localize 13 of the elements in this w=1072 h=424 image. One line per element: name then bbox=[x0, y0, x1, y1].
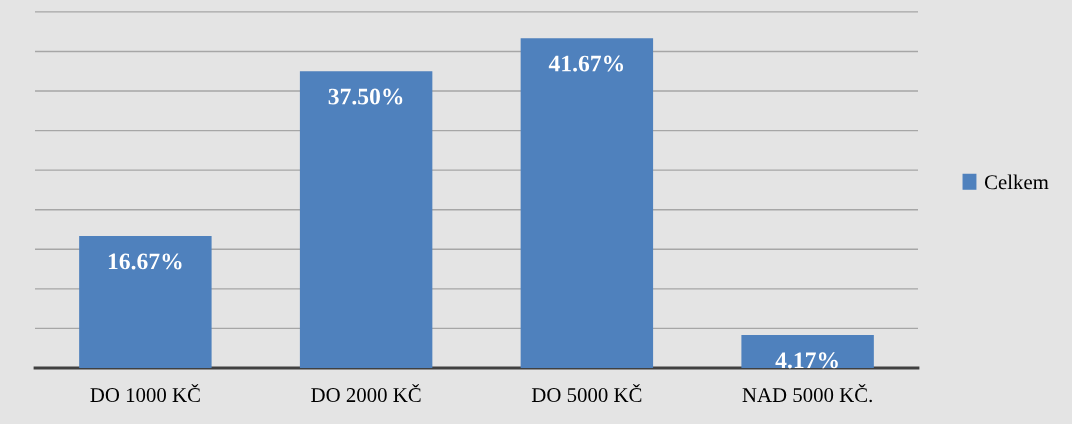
x-tick-label: DO 2000 KČ bbox=[311, 384, 421, 403]
bar bbox=[79, 236, 212, 368]
bar bbox=[520, 38, 654, 368]
legend-label: Celkem bbox=[984, 174, 1049, 190]
x-tick-label: NAD 5000 KČ. bbox=[742, 384, 872, 403]
data-label: 16.67% bbox=[108, 253, 182, 270]
bar bbox=[299, 71, 433, 368]
x-tick-label: DO 1000 KČ bbox=[90, 384, 200, 403]
data-label: 4.17% bbox=[775, 352, 838, 369]
bar bbox=[741, 335, 874, 368]
data-label: 37.50% bbox=[328, 88, 403, 105]
x-tick-label: DO 5000 KČ bbox=[531, 384, 642, 403]
data-label: 41.67% bbox=[548, 55, 624, 72]
